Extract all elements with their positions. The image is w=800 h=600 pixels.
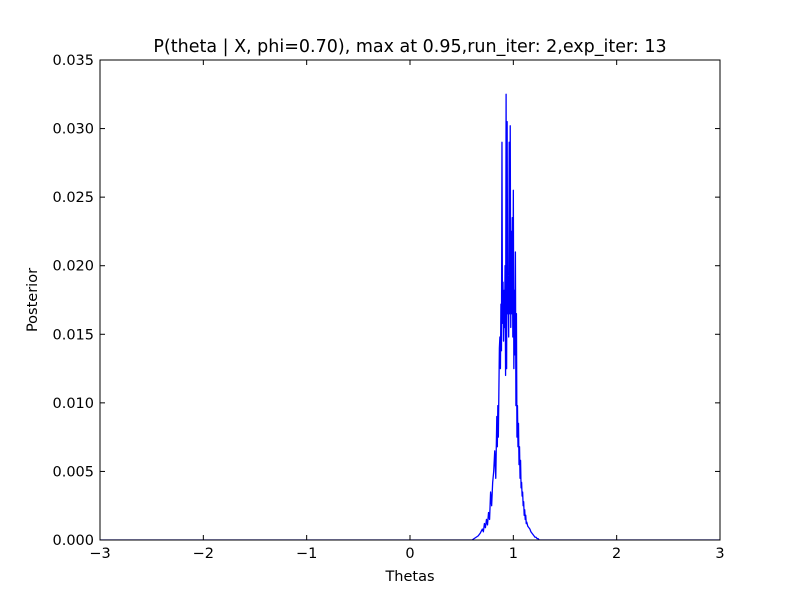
- x-tick-label: 3: [715, 546, 724, 562]
- x-tick-label: −2: [193, 546, 214, 562]
- series-layer: [100, 93, 720, 540]
- y-tick-label: 0.005: [52, 464, 94, 480]
- plot-area: −3 −2 −1 0 1 2 3 0.000 0.005 0.010 0.015 0.020 0.02…: [52, 53, 724, 562]
- x-tick-label: −3: [89, 546, 110, 562]
- x-tick-label: 1: [509, 546, 518, 562]
- x-axis-ticks: −3 −2 −1 0 1 2 3: [89, 60, 725, 562]
- x-axis-label: Thetas: [384, 569, 434, 585]
- x-tick-label: 0: [405, 546, 414, 562]
- x-tick-label: −1: [296, 546, 317, 562]
- y-tick-label: 0.020: [52, 259, 94, 275]
- y-tick-label: 0.010: [52, 396, 94, 412]
- x-tick-label: 2: [612, 546, 621, 562]
- chart-title: P(theta | X, phi=0.70), max at 0.95,run_…: [153, 37, 666, 57]
- series-line-0: [100, 93, 720, 540]
- y-tick-label: 0.025: [52, 190, 94, 206]
- y-tick-label: 0.035: [52, 53, 94, 69]
- y-axis-label: Posterior: [25, 268, 41, 332]
- y-axis-ticks: 0.000 0.005 0.010 0.015 0.020 0.025 0.030 0.035: [52, 53, 720, 549]
- y-tick-label: 0.030: [52, 122, 94, 138]
- y-tick-label: 0.015: [52, 327, 94, 343]
- y-tick-label: 0.000: [52, 533, 94, 549]
